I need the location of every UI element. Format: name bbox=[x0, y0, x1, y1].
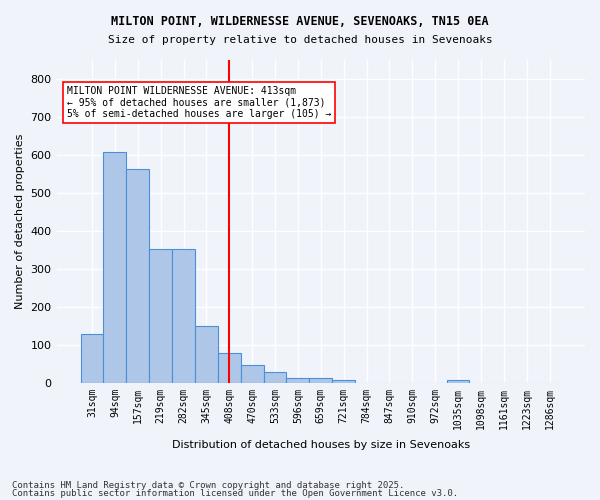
Text: Contains public sector information licensed under the Open Government Licence v3: Contains public sector information licen… bbox=[12, 488, 458, 498]
Bar bbox=[103, 152, 127, 383]
Bar bbox=[332, 380, 355, 383]
Text: MILTON POINT, WILDERNESSE AVENUE, SEVENOAKS, TN15 0EA: MILTON POINT, WILDERNESSE AVENUE, SEVENO… bbox=[111, 15, 489, 28]
Bar bbox=[263, 372, 286, 383]
Bar bbox=[149, 249, 172, 383]
Y-axis label: Number of detached properties: Number of detached properties bbox=[15, 134, 25, 309]
Bar bbox=[310, 378, 332, 383]
Bar bbox=[286, 378, 310, 383]
Bar bbox=[241, 364, 263, 383]
Text: Contains HM Land Registry data © Crown copyright and database right 2025.: Contains HM Land Registry data © Crown c… bbox=[12, 481, 404, 490]
Bar bbox=[172, 249, 195, 383]
Text: Size of property relative to detached houses in Sevenoaks: Size of property relative to detached ho… bbox=[107, 35, 493, 45]
Bar bbox=[218, 354, 241, 383]
Text: MILTON POINT WILDERNESSE AVENUE: 413sqm
← 95% of detached houses are smaller (1,: MILTON POINT WILDERNESSE AVENUE: 413sqm … bbox=[67, 86, 331, 119]
Bar bbox=[195, 326, 218, 383]
Bar bbox=[80, 334, 103, 383]
Bar bbox=[446, 380, 469, 383]
X-axis label: Distribution of detached houses by size in Sevenoaks: Distribution of detached houses by size … bbox=[172, 440, 470, 450]
Bar bbox=[127, 169, 149, 383]
